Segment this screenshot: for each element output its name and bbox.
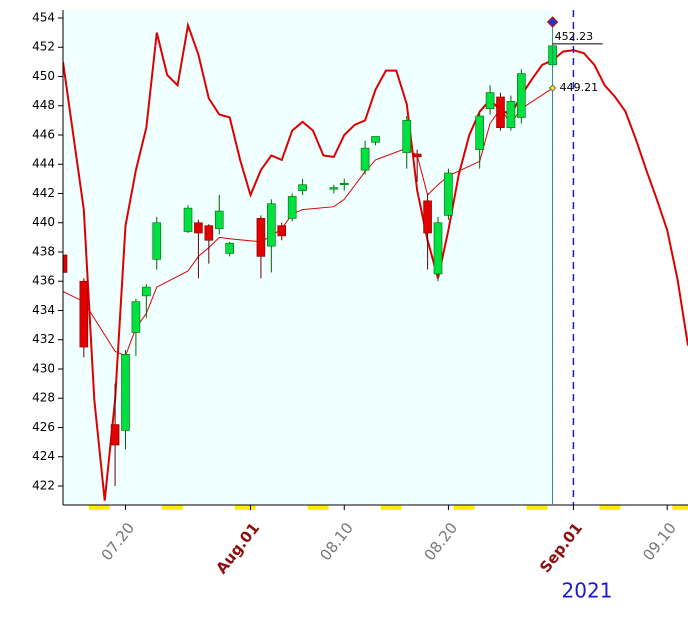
candle-body: [287, 196, 297, 219]
y-tick-label: 424: [32, 449, 55, 463]
cursor-diamond: [546, 16, 559, 28]
candle-body: [277, 225, 287, 237]
y-tick-label: 450: [32, 69, 55, 83]
candle-body: [444, 172, 453, 216]
candle-body: [423, 200, 432, 234]
candle-body: [214, 210, 224, 229]
candle-body: [485, 92, 495, 109]
weekend-marker: [234, 505, 246, 510]
candle-body: [412, 153, 422, 158]
price-mark-diamond: [548, 84, 557, 92]
y-tick-label: 426: [32, 420, 55, 434]
y-tick-label: 430: [32, 361, 55, 375]
candle-body: [121, 354, 130, 431]
candle-body: [204, 225, 214, 241]
y-tick-label: 452: [32, 40, 55, 54]
candle-body: [79, 280, 89, 348]
y-tick-label: 454: [32, 11, 55, 25]
candle-body: [402, 120, 412, 153]
candle-body: [194, 222, 203, 234]
candle-body: [110, 424, 120, 446]
candle-body: [371, 136, 380, 143]
weekend-marker: [453, 505, 465, 510]
indicator-line: [63, 21, 688, 501]
indicator-line: [63, 87, 553, 357]
weekend-marker: [526, 505, 537, 510]
candle-body: [256, 218, 266, 257]
y-tick-label: 436: [32, 274, 55, 288]
weekend-marker: [307, 505, 319, 510]
x-tick-label: 08.10: [316, 519, 357, 564]
y-tick-label: 444: [32, 157, 55, 171]
weekend-marker: [682, 505, 688, 510]
weekend-marker: [380, 505, 392, 510]
weekend-marker: [318, 505, 329, 510]
candle-body: [152, 222, 162, 260]
y-tick-label: 440: [32, 215, 55, 229]
y-tick-label: 432: [32, 332, 55, 346]
candle-body: [433, 222, 443, 275]
weekend-marker: [391, 505, 402, 510]
y-tick-label: 448: [32, 98, 55, 112]
plot-background: [63, 10, 553, 505]
y-tick-label: 446: [32, 127, 55, 141]
candle-body: [360, 147, 370, 171]
candle-body: [475, 115, 484, 150]
weekend-marker: [89, 505, 100, 510]
weekend-marker: [172, 505, 183, 510]
year-label: 2021: [562, 579, 613, 603]
y-tick-label: 442: [32, 186, 55, 200]
y-tick-label: 438: [32, 244, 55, 258]
candle-body: [329, 187, 339, 190]
candle-body: [63, 254, 68, 273]
candle-body: [496, 96, 505, 128]
price-mark-label: 449.21: [560, 81, 599, 94]
weekend-marker: [161, 505, 173, 510]
candle-body: [298, 184, 307, 191]
y-tick-label: 434: [32, 303, 55, 317]
candle-body: [506, 101, 516, 128]
y-tick-label: 428: [32, 391, 55, 405]
weekend-marker: [536, 505, 548, 510]
candle-body: [183, 207, 193, 232]
y-tick-label: 422: [32, 478, 55, 492]
x-tick-label: 08.20: [420, 519, 461, 564]
weekend-marker: [672, 505, 683, 510]
weekend-marker: [609, 505, 621, 510]
price-mark-label: 452.23: [555, 30, 594, 43]
candle-body: [225, 242, 234, 254]
candle-body: [267, 203, 276, 247]
candle-body: [339, 182, 349, 186]
candle-body: [517, 73, 526, 118]
weekend-marker: [599, 505, 610, 510]
x-tick-label: 07.20: [98, 519, 139, 564]
candle-body: [131, 301, 141, 333]
candle-body: [142, 286, 151, 297]
x-tick-label: Aug.01: [212, 519, 263, 577]
x-tick-label: Sep.01: [536, 519, 586, 576]
x-tick-label: 09.10: [639, 519, 680, 564]
weekend-marker: [99, 505, 110, 510]
weekend-marker: [464, 505, 475, 510]
